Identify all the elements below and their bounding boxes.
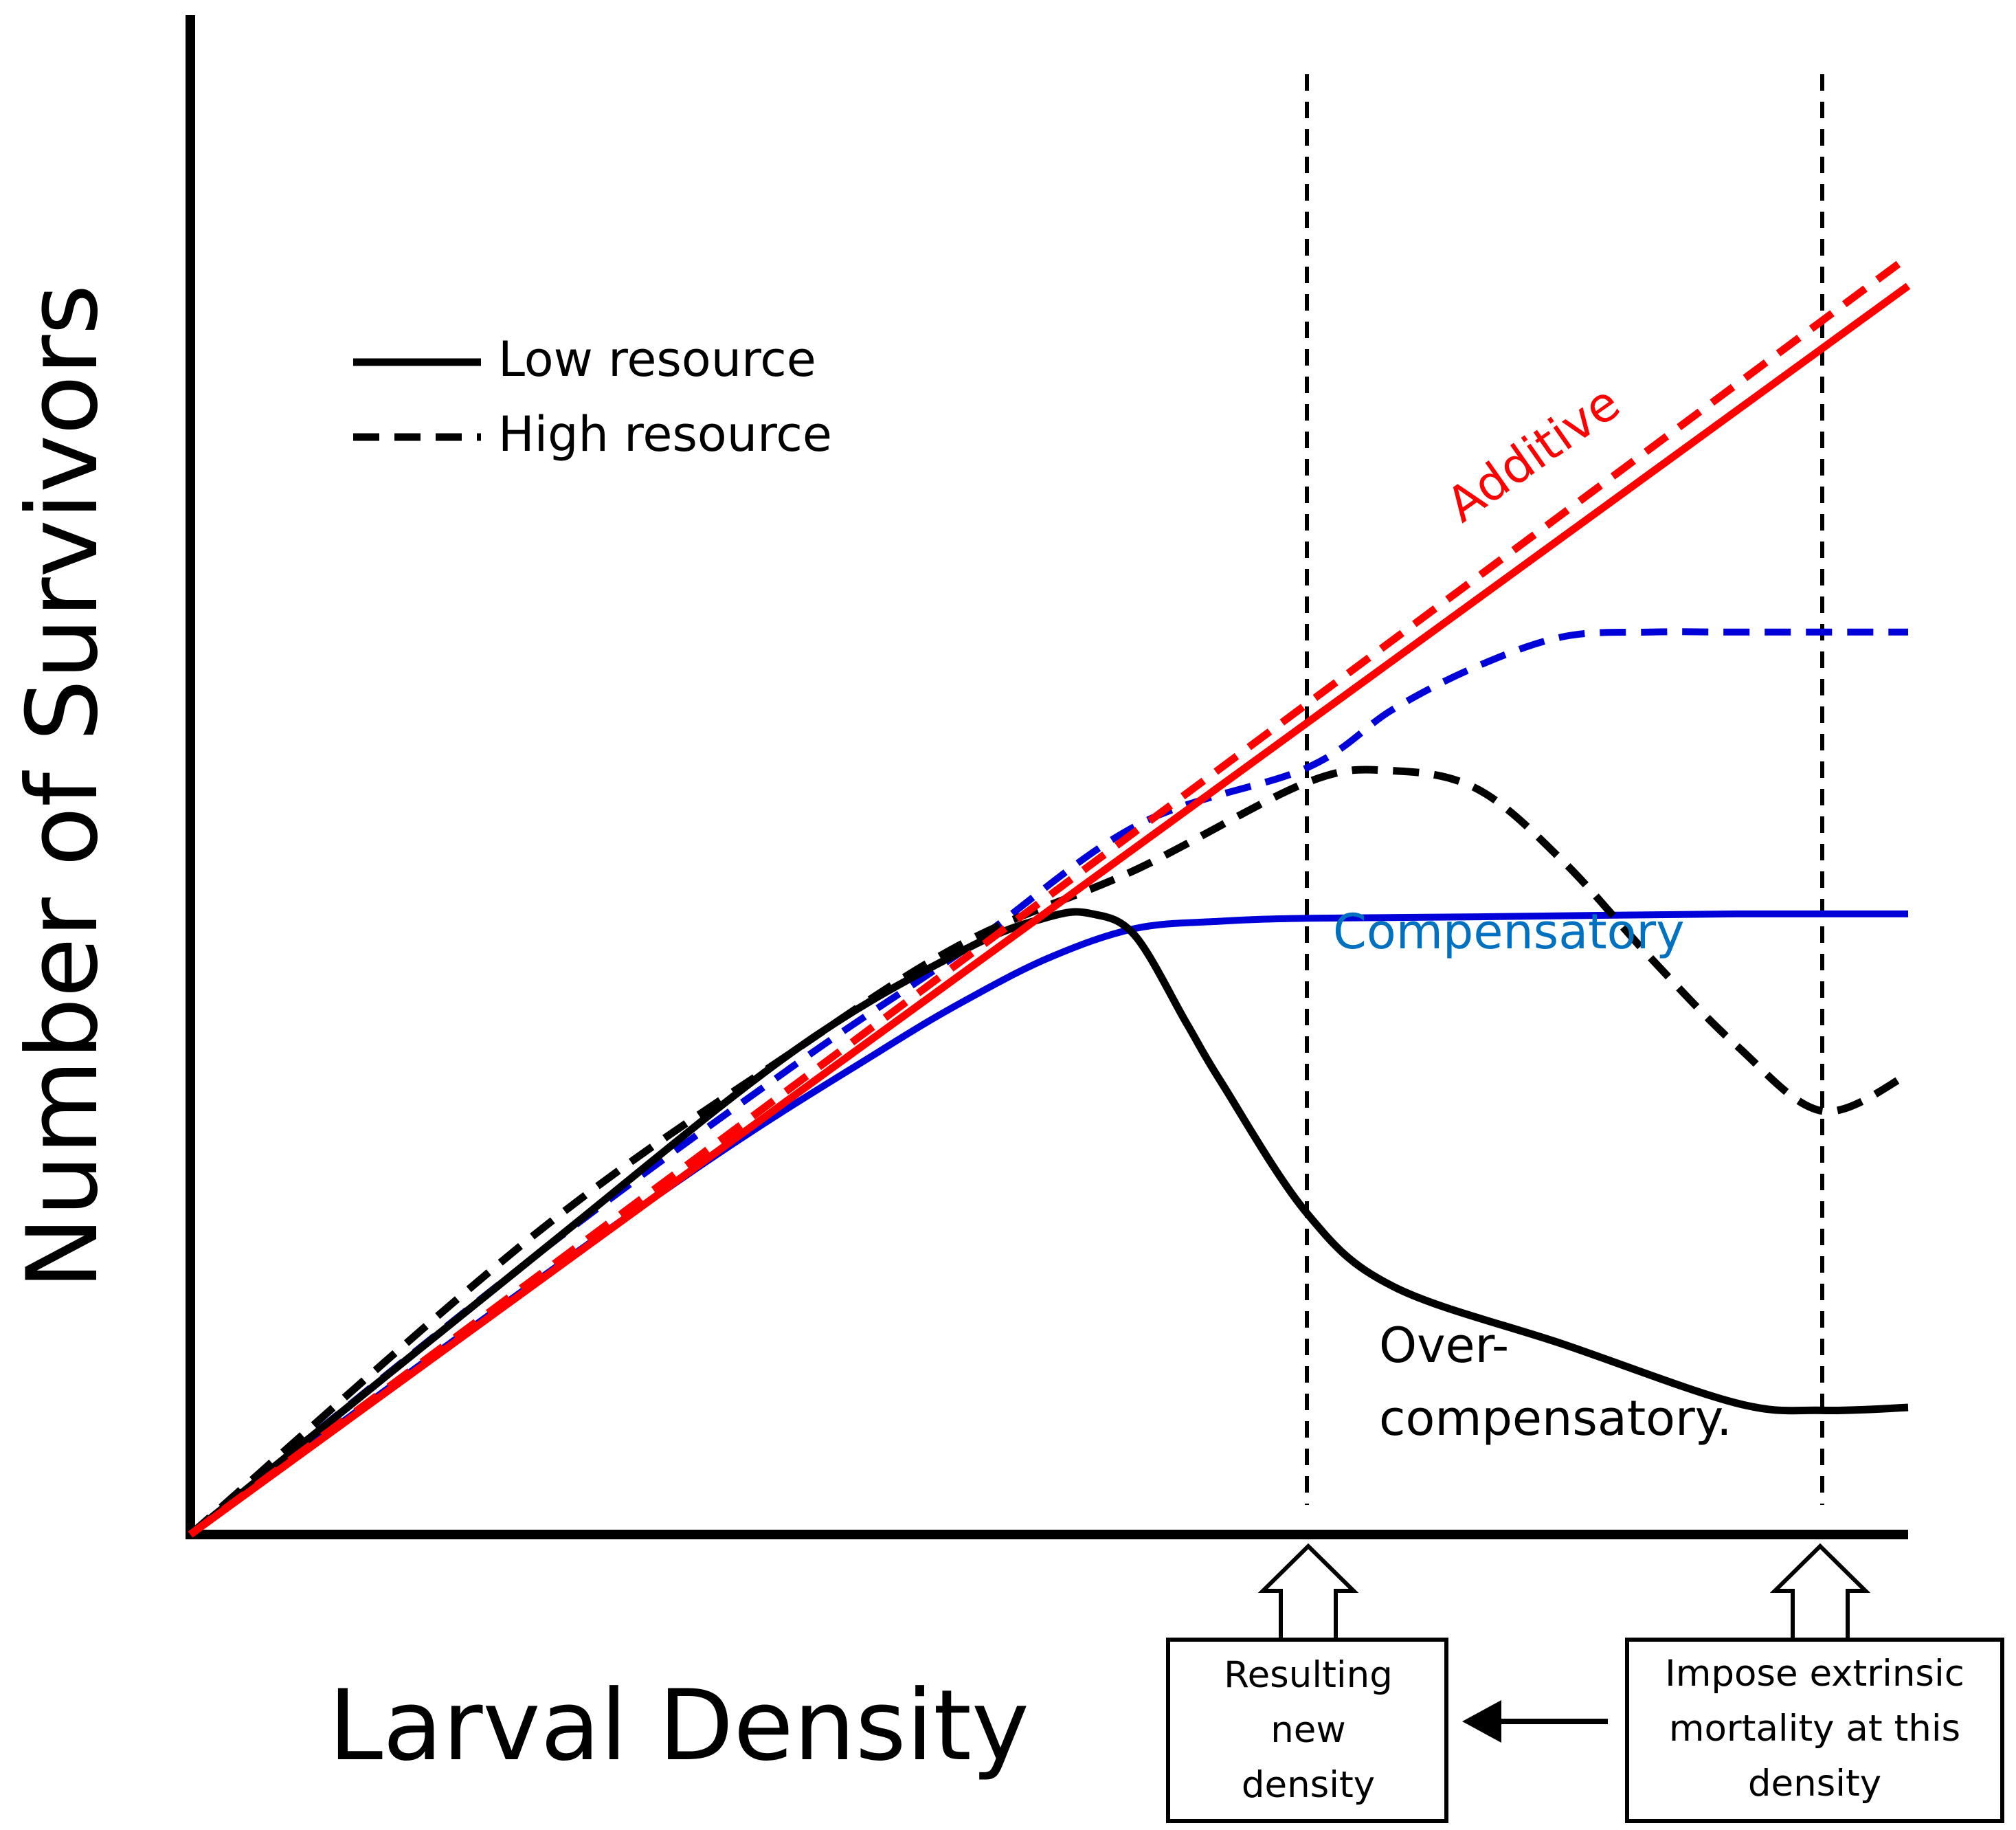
new-density-box-line3: density [1242,1764,1375,1806]
legend-label-low-resource: Low resource [498,331,816,388]
reference-lines [1305,74,1824,1505]
x-axis-label: Larval Density [328,1669,1029,1783]
y-axis-label: Number of Survivors [6,284,120,1290]
series-over-high [188,766,1910,1538]
compensatory-label: Compensatory [1333,904,1685,960]
new-density-up-arrow [1257,1543,1359,1642]
impose-mortality-box [1625,1638,2004,1823]
series-additive-high [188,254,1911,1538]
new-density-box [1166,1638,1448,1823]
legend-label-high-resource: High resource [498,406,832,462]
new-density-box-line1: Resulting [1224,1654,1393,1696]
new-density-box-line2: new [1270,1709,1346,1751]
series-over-low [188,908,1909,1538]
series-additive-low [188,282,1911,1538]
overcompensatory-label-line1: Over- [1379,1317,1509,1374]
impose-box-line2: mortality at this [1669,1708,1960,1750]
left-arrow-icon [1462,1700,1608,1743]
impose-box-line1: Impose extrinsic [1665,1653,1964,1695]
overcompensatory-label-line2: compensatory. [1379,1390,1732,1447]
series-group [188,254,1911,1538]
impose-box-line3: density [1748,1763,1881,1805]
imposed-density-up-arrow [1769,1543,1871,1642]
legend: Low resource High resource [353,331,832,462]
axes [186,15,1908,1539]
